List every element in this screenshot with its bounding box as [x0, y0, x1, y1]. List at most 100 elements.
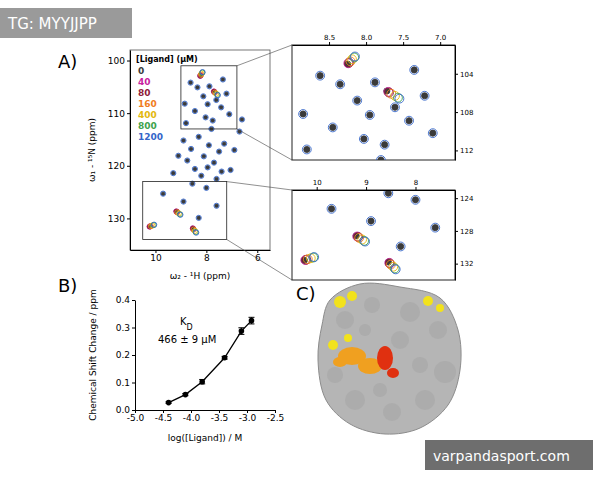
peak [191, 182, 195, 186]
x-axis-tick: -4.5 [155, 410, 173, 423]
y-axis-tick: 0.2 [116, 350, 135, 360]
data-point [239, 328, 245, 334]
inset-plot-area [292, 52, 455, 160]
y-axis-tick-label: 130 [108, 214, 125, 224]
zoom-connector [237, 45, 292, 66]
peak [185, 158, 190, 163]
inset-x-axis-tick: 8.5 [324, 34, 335, 45]
peak [398, 243, 404, 249]
peak [176, 153, 181, 158]
peak [202, 155, 206, 159]
peak [196, 215, 201, 220]
inset: 1098124128132 [227, 15, 489, 280]
y-axis-tick-label: 0.1 [116, 378, 130, 388]
legend-title: [Ligand] (μM) [136, 55, 198, 64]
peak [151, 222, 156, 227]
peak [392, 104, 398, 110]
x-axis-tick-label: -4.0 [183, 413, 201, 423]
inset-y-axis-tick: 132 [455, 260, 473, 268]
series-peaks [310, 190, 455, 274]
y-axis-tick: 130 [108, 214, 130, 224]
inset-y-axis-tick-label: 128 [460, 228, 473, 236]
peak [410, 65, 419, 74]
inset-y-axis-tick-mark [455, 264, 458, 265]
legend-entry: 0 [138, 66, 144, 76]
series-peaks [292, 57, 396, 160]
inset-x-axis-tick-mark [415, 187, 416, 190]
peak [200, 70, 205, 75]
peak [210, 118, 215, 123]
legend-entry: 40 [138, 77, 151, 87]
peak [365, 111, 374, 120]
inset-y-axis-tick-mark [455, 74, 458, 75]
peak [182, 200, 186, 204]
surface-patch-yellow [334, 296, 346, 308]
peak [193, 167, 197, 171]
peak [192, 166, 197, 171]
inset-x-axis-tick-mark [366, 187, 367, 190]
legend-entry: 400 [138, 110, 157, 120]
peak [233, 148, 237, 152]
surface-patch-red [377, 346, 393, 370]
x-axis: -5.0-4.5-4.0-3.5-3.0-2.5 [127, 410, 285, 423]
surface-shading [412, 357, 428, 373]
y-axis-line [130, 51, 131, 251]
plot-area [147, 70, 245, 236]
inset-plot-area [301, 190, 455, 274]
zoom-connector [227, 239, 292, 280]
error-bar [248, 317, 254, 324]
inset-frame [292, 45, 455, 160]
peak [219, 106, 223, 110]
figure: TG: MYYJJPPA)B)C)1086100110120130ω₂ - ¹H… [0, 0, 600, 480]
series-peaks [302, 190, 435, 268]
protein-surface [318, 283, 461, 434]
zoom-region [143, 182, 227, 240]
inset-y-axis-tick: 108 [455, 109, 473, 117]
surface-patch-red [387, 368, 399, 378]
y-axis-tick-mark [127, 61, 130, 62]
inset-x-axis-line [293, 190, 456, 191]
inset-x-axis-tick-mark [440, 42, 441, 45]
peak [411, 195, 420, 204]
inset-frame [292, 190, 455, 280]
peak [353, 96, 362, 105]
y-axis-tick-label: 0.4 [116, 295, 131, 305]
inset-x-axis: 8.58.07.57.0 [293, 34, 456, 46]
inset-y-axis-tick: 128 [455, 228, 473, 236]
panel-b: -5.0-4.5-4.0-3.5-3.0-2.50.00.10.20.30.4l… [88, 289, 284, 443]
surface-shading [345, 390, 365, 410]
x-axis-tick-label: -3.5 [211, 413, 229, 423]
peak [161, 192, 165, 196]
y-axis-tick-mark [132, 355, 135, 356]
series-peaks [292, 52, 455, 160]
y-axis-title: ω₁ - ¹⁵N (ppm) [87, 118, 97, 182]
series-peaks [301, 190, 435, 267]
y-axis-tick-mark [127, 113, 130, 114]
x-axis-tick: -4.0 [183, 410, 201, 423]
inset-x-axis-line [293, 45, 456, 46]
x-axis-tick: 8 [204, 250, 210, 263]
peak [376, 156, 385, 160]
series-peaks [301, 190, 455, 265]
inset-y-axis-line [455, 191, 456, 281]
annotation-subscript: D [187, 323, 193, 332]
peak [197, 135, 201, 139]
inset-y-axis-tick-label: 124 [460, 195, 474, 203]
data-point [222, 355, 228, 361]
peak [350, 53, 359, 62]
peak [189, 147, 193, 151]
plot-area [166, 317, 255, 405]
peak [367, 217, 376, 226]
x-axis-title: log([Ligand]) / M [168, 433, 242, 443]
peak [215, 204, 219, 208]
surface-shading [429, 321, 447, 339]
surface-patch-yellow [344, 334, 352, 342]
peak [160, 191, 165, 196]
watermark-box [425, 440, 593, 470]
x-axis-tick-label: -2.5 [267, 413, 285, 423]
inset-x-axis-tick: 7.5 [398, 34, 409, 45]
inset-x-axis-tick-label: 8 [414, 179, 418, 187]
peak [193, 109, 197, 113]
inset-x-axis-tick-label: 10 [313, 179, 322, 187]
peak [199, 174, 203, 178]
